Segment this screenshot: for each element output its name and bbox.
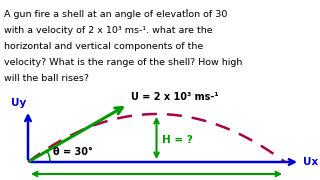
Text: θ = 30°: θ = 30° — [53, 147, 93, 157]
Text: horizontal and vertical components of the: horizontal and vertical components of th… — [4, 42, 203, 51]
Text: Uy: Uy — [11, 98, 26, 108]
Text: U = 2 x 10³ ms-¹: U = 2 x 10³ ms-¹ — [131, 93, 218, 102]
Text: velocity? What is the range of the shell? How high: velocity? What is the range of the shell… — [4, 58, 242, 67]
Text: H = ?: H = ? — [162, 135, 192, 145]
Text: °: ° — [184, 10, 188, 16]
Text: will the ball rises?: will the ball rises? — [4, 74, 89, 83]
Text: A gun fire a shell at an angle of elevation of 30: A gun fire a shell at an angle of elevat… — [4, 10, 228, 19]
Text: with a velocity of 2 x 10³ ms-¹. what are the: with a velocity of 2 x 10³ ms-¹. what ar… — [4, 26, 212, 35]
Text: Ux: Ux — [303, 157, 318, 167]
